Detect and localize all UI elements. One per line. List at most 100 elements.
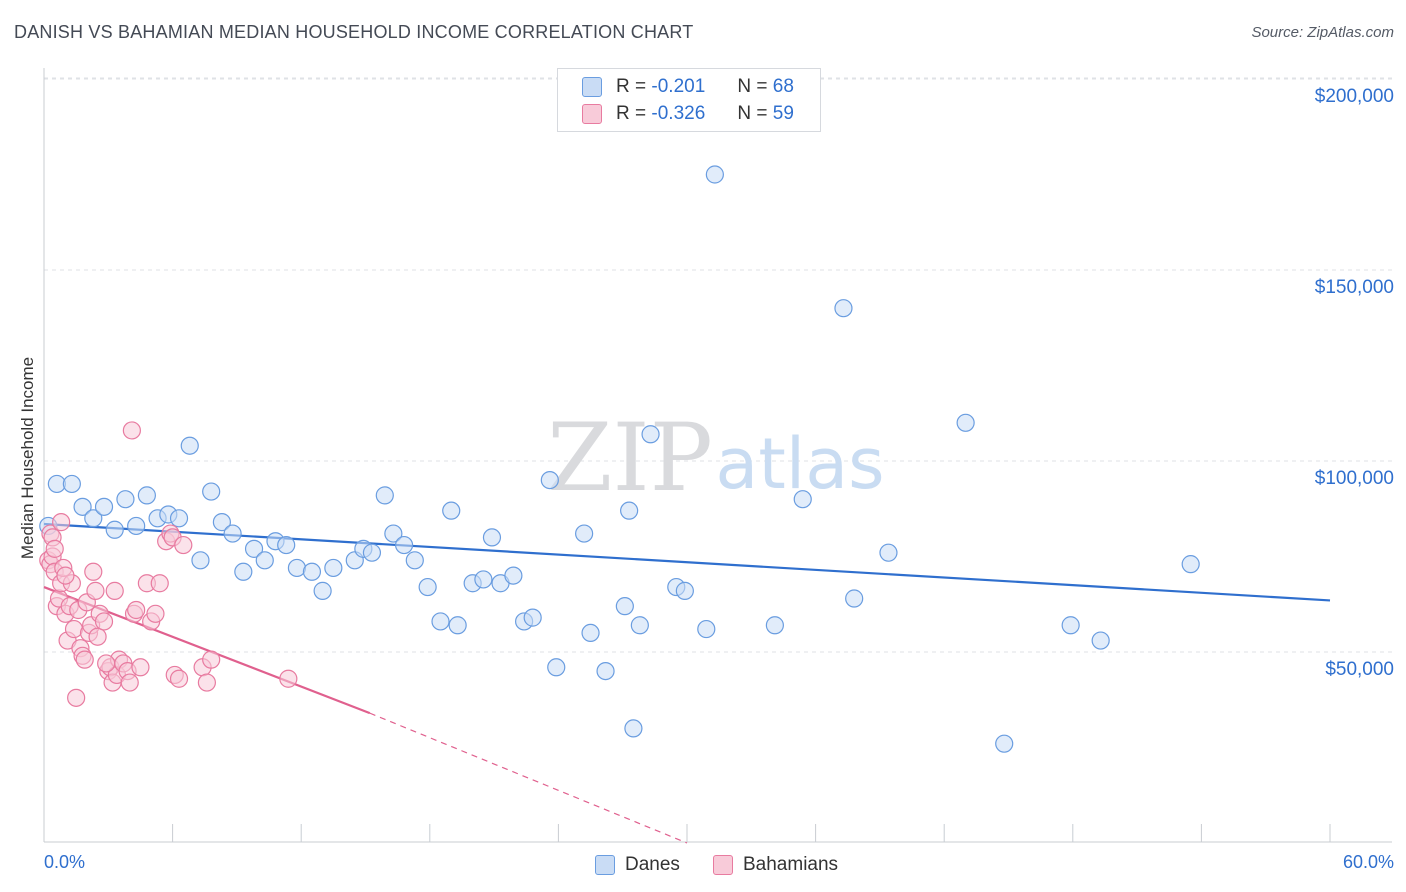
point-bahamians [131,658,150,677]
point-danes [287,558,307,578]
y-tick-label-50k: $50,000 [1325,659,1394,680]
point-danes [384,524,403,543]
point-danes [418,577,437,597]
point-danes [244,539,264,558]
point-bahamians [56,566,75,585]
point-bahamians [202,650,221,669]
point-bahamians [86,581,105,600]
data-points [39,165,1200,753]
point-danes [523,608,542,627]
point-bahamians [120,673,139,692]
x-tick-label-max: 60.0% [1342,852,1394,872]
legend-n-label: N = [737,103,768,124]
point-bahamians [169,669,189,688]
point-bahamians [122,421,141,440]
bottom-legend-label-danes: Danes [625,854,680,875]
point-bahamians [127,600,146,620]
point-danes [137,486,156,505]
point-danes [596,661,615,681]
point-danes [169,509,189,528]
point-danes [793,490,812,509]
point-danes [575,524,594,543]
point-danes [675,581,694,600]
point-danes [705,165,724,184]
axes [43,68,1392,843]
point-danes [641,425,660,444]
point-danes [362,543,382,562]
legend-r-label: R = [616,103,647,124]
point-danes [765,616,784,635]
legend-r-label: R = [616,76,647,97]
point-danes [956,413,975,432]
point-bahamians [197,673,216,692]
legend-row-bahamians: R = -0.326 N = 59 [582,102,794,126]
legend-n-value: 59 [772,103,794,124]
point-danes [834,299,853,318]
point-danes [127,516,146,536]
point-bahamians [64,619,84,639]
point-bahamians [174,535,193,555]
point-danes [191,551,210,570]
bottom-legend-bahamians: Bahamians [713,852,838,878]
x-tick-label-min: 0.0% [44,852,86,872]
point-danes [1091,631,1110,650]
point-danes [73,497,92,516]
point-bahamians [45,539,64,558]
legend-r-value: -0.201 [651,76,706,97]
point-danes [504,566,523,585]
point-danes [845,589,864,608]
legend-row-danes: R = -0.201 N = 68 [582,75,794,99]
point-danes [277,535,296,555]
point-bahamians [67,688,86,707]
point-danes [62,474,81,494]
point-danes [442,501,461,520]
point-danes [1061,616,1080,635]
point-danes [581,623,600,643]
point-bahamians [88,627,107,646]
legend-swatch-danes [582,77,602,97]
point-bahamians [94,612,114,631]
trend-line-danes [43,522,1331,602]
point-bahamians [105,581,124,600]
point-danes [1181,555,1200,574]
point-danes [482,528,502,547]
bottom-legend-danes: Danes [595,852,680,878]
point-danes [202,482,221,501]
y-tick-label-200k: $200,000 [1314,86,1394,107]
point-danes [234,562,253,581]
point-danes [405,551,424,570]
point-danes [620,501,639,520]
point-danes [94,497,114,516]
point-danes [84,509,103,528]
point-danes [615,597,634,616]
point-bahamians [84,562,103,581]
point-danes [474,570,493,589]
watermark-zip: ZIP [547,404,713,513]
legend-r-value: -0.326 [651,103,706,124]
point-bahamians [52,513,71,532]
point-bahamians [150,574,169,593]
point-danes [547,658,566,677]
point-danes [448,616,467,635]
correlation-legend: R = -0.201 N = 68 R = -0.326 N = 59 [557,68,821,132]
y-tick-label-150k: $150,000 [1314,277,1394,298]
point-danes [255,551,274,570]
point-danes [630,616,649,635]
point-danes [697,619,716,639]
chart-title: DANISH VS BAHAMIAN MEDIAN HOUSEHOLD INCO… [14,22,694,42]
point-danes [302,562,322,581]
point-danes [313,581,332,600]
bottom-legend-label-bahamians: Bahamians [743,854,839,875]
point-danes [995,734,1014,753]
point-bahamians [279,669,298,688]
source-label: Source: ZipAtlas.com [1251,24,1394,41]
legend-n-value: 68 [772,76,794,97]
point-danes [180,436,199,455]
bottom-legend-swatch-danes [595,855,615,875]
y-tick-label-100k: $100,000 [1314,468,1394,489]
point-bahamians [97,654,116,673]
point-danes [212,513,231,532]
point-danes [223,524,242,543]
point-danes [431,612,450,631]
legend-swatch-bahamians [582,104,602,124]
